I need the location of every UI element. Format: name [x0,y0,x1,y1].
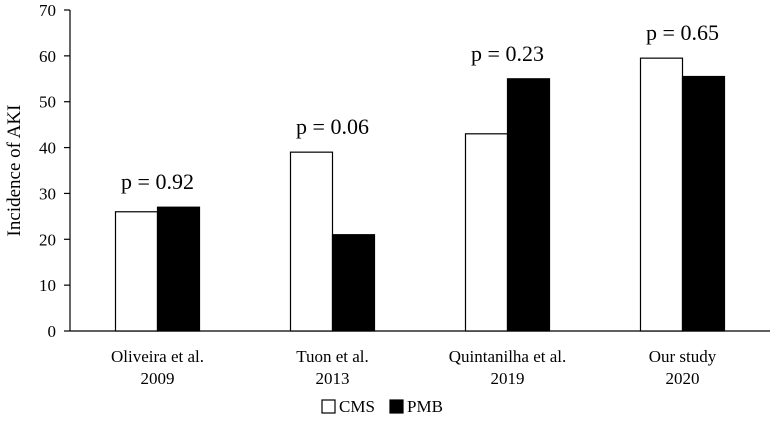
p-value-label: p = 0.92 [121,169,194,194]
bar-pmb-3 [506,78,551,332]
legend-swatch-cms [321,399,336,414]
x-axis: Oliveira et al. 2009 Tuon et al. 2013 Quinta… [70,330,770,388]
bar-cms-3 [464,133,509,332]
bar-pmb-4 [681,75,726,332]
y-axis-label: Incidence of AKI [4,105,25,237]
bar-pmb-2 [331,234,376,332]
x-category-label: 2020 [666,369,700,388]
bar-cms-2 [289,151,334,332]
x-category-label: Our study [649,347,717,366]
x-category-label: Oliveira et al. [111,347,204,366]
p-value-label: p = 0.65 [646,20,719,45]
y-tick-label: 70 [39,1,56,20]
legend-swatch-pmb [389,399,404,414]
p-value-label: p = 0.06 [296,114,369,139]
y-axis: 0 10 20 30 40 50 60 70 [39,1,71,341]
p-value-annotations: p = 0.92 p = 0.06 p = 0.23 p = 0.65 [121,20,719,194]
x-category-label: Tuon et al. [296,347,369,366]
y-tick-label: 30 [39,184,56,203]
legend-label-cms: CMS [339,397,375,416]
p-value-label: p = 0.23 [471,41,544,66]
y-tick-label: 20 [39,230,56,249]
legend: CMS PMB [321,397,443,416]
y-tick-label: 0 [48,322,57,341]
x-category-label: 2009 [141,369,175,388]
x-category-label: 2013 [316,369,350,388]
bars [114,57,726,332]
bar-cms-1 [114,211,159,332]
legend-label-pmb: PMB [407,397,443,416]
bar-pmb-1 [156,206,201,332]
y-tick-label: 50 [39,93,56,112]
y-tick-label: 40 [39,139,56,158]
bar-cms-4 [639,57,684,332]
x-category-label: 2019 [491,369,525,388]
y-tick-label: 10 [39,276,56,295]
x-category-label: Quintanilha et al. [449,347,567,366]
y-tick-label: 60 [39,47,56,66]
